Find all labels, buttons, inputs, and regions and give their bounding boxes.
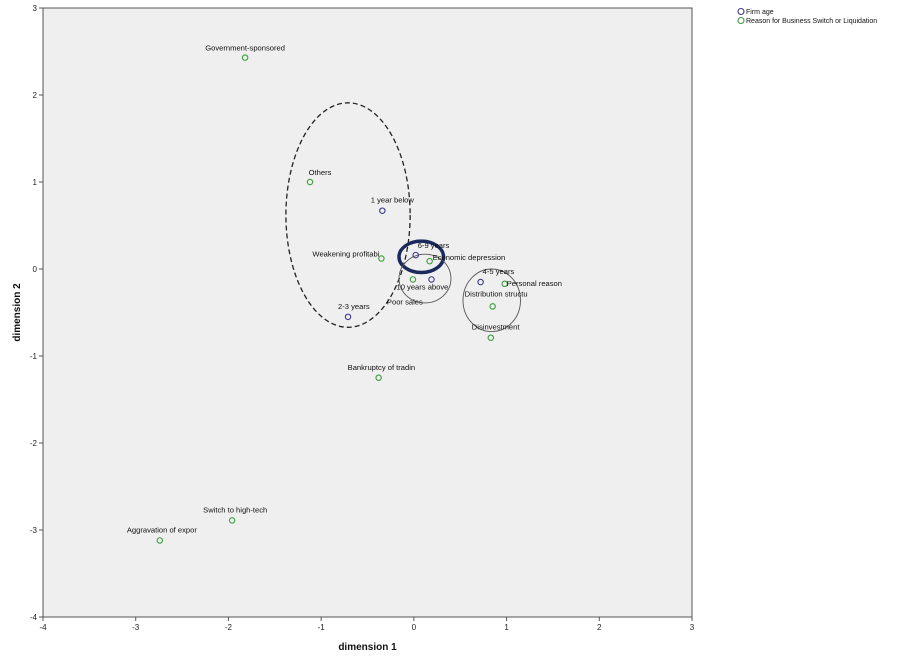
reason-point [409, 276, 417, 283]
x-tick-label: -2 [225, 623, 233, 632]
legend-entry: Reason for Business Switch or Liquidatio… [746, 18, 877, 25]
y-tick-label: 0 [33, 265, 38, 274]
y-tick-label: 3 [33, 4, 38, 13]
y-tick-label: -4 [30, 613, 38, 622]
point-label: Distribution structu [465, 289, 528, 298]
point-label: 1 year below [371, 196, 415, 205]
x-tick-label: 3 [690, 623, 695, 632]
annotation-shapes [285, 102, 521, 333]
y-tick-label: -3 [30, 526, 38, 535]
x-tick-label: 1 [504, 623, 509, 632]
x-tick-label: 0 [412, 623, 417, 632]
point-label: 10 years above [396, 282, 448, 291]
firm-age-point [428, 276, 435, 283]
x-axis-label: dimension 1 [338, 642, 397, 653]
point-label: 2-3 years [338, 302, 370, 311]
legend: Firm age Reason for Business Switch or Li… [737, 7, 877, 25]
x-tick-label: 2 [597, 623, 602, 632]
axis-ticks: -4 -3 -2 -1 0 1 2 3 -4 -3 -2 -1 0 1 2 3 [30, 4, 695, 632]
point-label: Economic depression [433, 253, 506, 262]
legend-marker [737, 16, 745, 25]
point-label: Others [309, 168, 332, 177]
x-tick-label: -4 [39, 623, 47, 632]
point-label: Personal reason [507, 279, 562, 288]
firm-age-point [477, 278, 484, 286]
point-label: Switch to high-tech [203, 505, 267, 514]
point-label: Disinvestment [472, 323, 521, 332]
point-label: Poor sales [387, 297, 423, 306]
y-tick-label: 2 [33, 91, 38, 100]
firm-age-point [344, 313, 352, 321]
x-tick-label: -1 [318, 623, 326, 632]
plot-area [42, 7, 693, 618]
y-tick-label: -1 [30, 352, 38, 361]
reason-point [228, 517, 236, 524]
point-label: Bankruptcy of tradin [348, 363, 416, 372]
reason-point [375, 374, 382, 381]
firm-age-point [379, 207, 386, 214]
point-label: 6-9 years [418, 241, 450, 250]
point-label: Government-sponsored [205, 44, 285, 53]
thin-ellipse [462, 268, 521, 333]
reason-point [156, 537, 164, 544]
reason-point [489, 303, 496, 310]
x-tick-label: -3 [132, 623, 140, 632]
reason-point [306, 178, 314, 186]
point-label: Weakening profitabi [312, 250, 379, 259]
reason-point [378, 255, 385, 262]
y-axis-label: dimension 2 [12, 283, 23, 342]
firm-age-point [412, 251, 419, 259]
reason-point [501, 280, 508, 288]
point-label: Aggravation of expor [127, 525, 198, 534]
reason-point [241, 54, 249, 61]
reason-point [487, 334, 495, 341]
y-tick-label: 1 [33, 178, 38, 187]
y-tick-label: -2 [30, 439, 38, 448]
legend-entry: Firm age [746, 9, 774, 16]
bold-ellipse [397, 239, 446, 275]
thin-ellipse [398, 253, 452, 304]
reason-point [426, 257, 433, 265]
dashed-ellipse [285, 102, 411, 328]
point-label: 4-5 years [483, 267, 515, 276]
legend-marker [737, 7, 745, 16]
data-points: 1 year below 2-3 years 4-5 years 6-9 years 1… [127, 44, 562, 544]
